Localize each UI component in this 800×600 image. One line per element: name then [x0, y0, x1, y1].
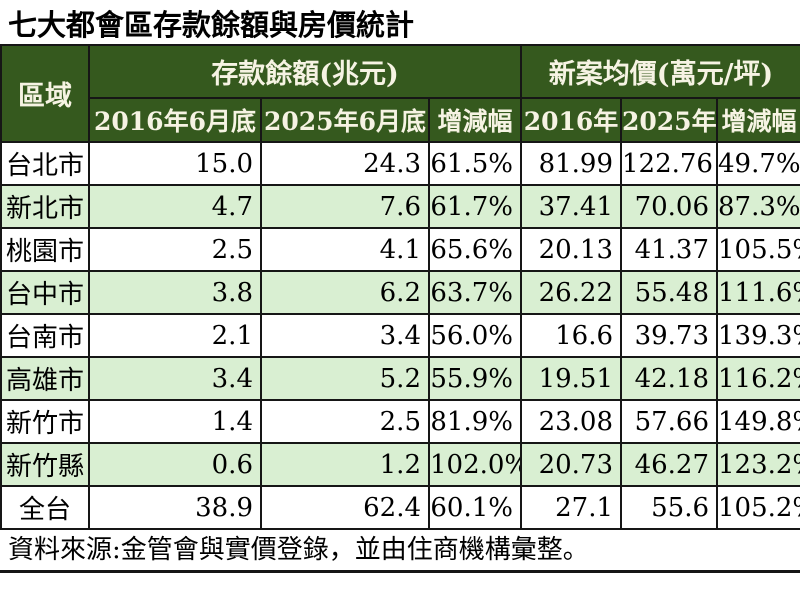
header-sub-row: 2016年6月底 2025年6月底 增減幅 2016年 2025年 增減幅: [1, 97, 800, 143]
value-cell: 6.2: [260, 270, 430, 315]
value-cell: 87.3%: [715, 184, 800, 229]
value-cell: 60.1%: [428, 485, 522, 530]
region-cell: 高雄市: [0, 356, 90, 401]
value-cell: 65.6%: [428, 227, 522, 272]
page-title: 七大都會區存款餘額與房價統計: [8, 8, 415, 42]
value-cell: 39.73: [620, 313, 718, 358]
column-header-price-2016: 2016年: [520, 97, 622, 143]
value-cell: 2.5: [88, 227, 262, 272]
value-cell: 105.2%: [715, 485, 800, 530]
value-cell: 123.2%: [715, 442, 800, 487]
value-cell: 19.51: [520, 356, 622, 401]
column-header-price-change: 增減幅: [715, 97, 800, 143]
value-cell: 2.1: [88, 313, 262, 358]
value-cell: 41.37: [620, 227, 718, 272]
value-cell: 27.1: [520, 485, 622, 530]
value-cell: 61.5%: [428, 141, 522, 186]
region-cell: 新北市: [0, 184, 90, 229]
value-cell: 139.3%: [715, 313, 800, 358]
value-cell: 20.73: [520, 442, 622, 487]
region-cell: 新竹市: [0, 399, 90, 444]
region-cell: 桃園市: [0, 227, 90, 272]
column-header-region: 區域: [0, 44, 90, 143]
value-cell: 122.76: [620, 141, 718, 186]
value-cell: 70.06: [620, 184, 718, 229]
value-cell: 42.18: [620, 356, 718, 401]
table-row-kaohsiung: 高雄市 3.4 5.2 55.9% 19.51 42.18 116.2%: [0, 356, 800, 401]
statistics-table: 區域 存款餘額(兆元) 新案均價(萬元/坪) 2016年6月底 2025年6月底…: [0, 44, 800, 530]
value-cell: 1.4: [88, 399, 262, 444]
data-source-note: 資料來源:金管會與實價登錄，並由住商機構彙整。: [0, 530, 800, 573]
value-cell: 81.9%: [428, 399, 522, 444]
value-cell: 55.6: [620, 485, 718, 530]
column-header-deposit-2016: 2016年6月底: [88, 97, 262, 143]
value-cell: 81.99: [520, 141, 622, 186]
column-header-deposit-2025: 2025年6月底: [260, 97, 430, 143]
region-cell: 台北市: [0, 141, 90, 186]
value-cell: 23.08: [520, 399, 622, 444]
value-cell: 61.7%: [428, 184, 522, 229]
value-cell: 55.9%: [428, 356, 522, 401]
table-row-taiwan-total: 全台 38.9 62.4 60.1% 27.1 55.6 105.2%: [0, 485, 800, 530]
value-cell: 3.4: [88, 356, 262, 401]
value-cell: 15.0: [88, 141, 262, 186]
region-cell: 全台: [0, 485, 90, 530]
region-cell: 新竹縣: [0, 442, 90, 487]
table-row-tainan: 台南市 2.1 3.4 56.0% 16.6 39.73 139.3%: [0, 313, 800, 358]
value-cell: 46.27: [620, 442, 718, 487]
value-cell: 37.41: [520, 184, 622, 229]
value-cell: 49.7%: [715, 141, 800, 186]
value-cell: 24.3: [260, 141, 430, 186]
column-header-deposit-change: 增減幅: [428, 97, 522, 143]
column-header-price-2025: 2025年: [620, 97, 718, 143]
value-cell: 20.13: [520, 227, 622, 272]
value-cell: 105.5%: [715, 227, 800, 272]
region-cell: 台中市: [0, 270, 90, 315]
value-cell: 56.0%: [428, 313, 522, 358]
value-cell: 55.48: [620, 270, 718, 315]
value-cell: 4.7: [88, 184, 262, 229]
table-row-hsinchu-city: 新竹市 1.4 2.5 81.9% 23.08 57.66 149.8%: [0, 399, 800, 444]
value-cell: 38.9: [88, 485, 262, 530]
value-cell: 57.66: [620, 399, 718, 444]
table-row-taipei: 台北市 15.0 24.3 61.5% 81.99 122.76 49.7%: [0, 141, 800, 186]
value-cell: 0.6: [88, 442, 262, 487]
value-cell: 3.8: [88, 270, 262, 315]
value-cell: 16.6: [520, 313, 622, 358]
column-group-new-home-price: 新案均價(萬元/坪): [519, 44, 800, 99]
value-cell: 149.8%: [715, 399, 800, 444]
header-group-row: 區域 存款餘額(兆元) 新案均價(萬元/坪): [0, 44, 800, 143]
table-row-taichung: 台中市 3.8 6.2 63.7% 26.22 55.48 111.6%: [0, 270, 800, 315]
value-cell: 7.6: [260, 184, 430, 229]
column-group-deposit-balance: 存款餘額(兆元): [88, 44, 522, 99]
value-cell: 26.22: [520, 270, 622, 315]
table-row-hsinchu-county: 新竹縣 0.6 1.2 102.0% 20.73 46.27 123.2%: [0, 442, 800, 487]
table-row-new-taipei: 新北市 4.7 7.6 61.7% 37.41 70.06 87.3%: [0, 184, 800, 229]
value-cell: 3.4: [260, 313, 430, 358]
value-cell: 63.7%: [428, 270, 522, 315]
value-cell: 4.1: [260, 227, 430, 272]
value-cell: 1.2: [260, 442, 430, 487]
region-cell: 台南市: [0, 313, 90, 358]
value-cell: 2.5: [260, 399, 430, 444]
value-cell: 62.4: [260, 485, 430, 530]
value-cell: 116.2%: [715, 356, 800, 401]
value-cell: 102.0%: [428, 442, 522, 487]
table-row-taoyuan: 桃園市 2.5 4.1 65.6% 20.13 41.37 105.5%: [0, 227, 800, 272]
value-cell: 5.2: [260, 356, 430, 401]
value-cell: 111.6%: [715, 270, 800, 315]
